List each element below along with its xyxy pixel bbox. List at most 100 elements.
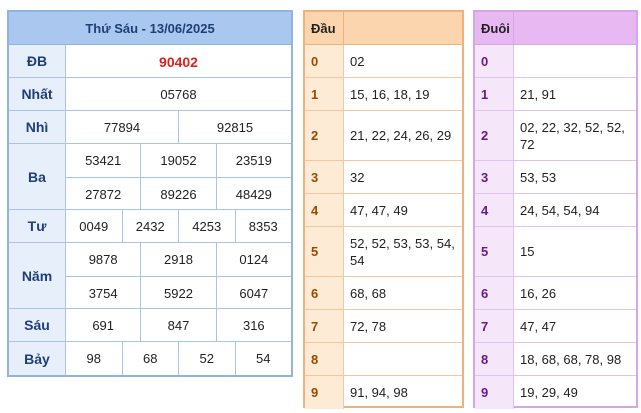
prize-number: 23519 bbox=[215, 144, 291, 177]
head-loto-row: 3 32 bbox=[305, 161, 462, 194]
head-loto-row: 1 15, 16, 18, 19 bbox=[305, 78, 462, 111]
tail-loto-digit: 8 bbox=[475, 343, 514, 375]
results-table: Thứ Sáu - 13/06/2025 ĐB 90402 Nhất 05768 Nhì… bbox=[7, 10, 293, 377]
head-loto-row: 9 91, 94, 98 bbox=[305, 376, 462, 409]
prize-number: 19052 bbox=[140, 144, 215, 177]
prize-row: ĐB 90402 bbox=[9, 45, 291, 78]
prize-numbers: 77894 92815 bbox=[66, 111, 291, 144]
tail-loto-header-blank bbox=[514, 12, 636, 44]
prize-number: 89226 bbox=[140, 178, 215, 210]
prize-row: Sáu 691 847 316 bbox=[9, 309, 291, 342]
head-loto-digit: 2 bbox=[305, 111, 344, 160]
head-loto-row: 4 47, 47, 49 bbox=[305, 194, 462, 227]
prize-number: 5922 bbox=[140, 277, 215, 309]
prize-number: 8353 bbox=[234, 210, 292, 243]
prize-row: Nhất 05768 bbox=[9, 78, 291, 111]
tail-loto-numbers: 24, 54, 54, 94 bbox=[520, 202, 600, 218]
prize-number-line: 27872 89226 48429 bbox=[66, 177, 291, 210]
prize-number: 847 bbox=[140, 309, 215, 342]
prize-number: 48429 bbox=[215, 178, 291, 210]
tail-loto-digit: 1 bbox=[475, 78, 514, 110]
tail-loto-row: 4 24, 54, 54, 94 bbox=[475, 194, 636, 227]
head-loto-digit: 0 bbox=[305, 45, 344, 77]
prize-number: 53421 bbox=[85, 153, 122, 168]
prize-number-line: 0049 2432 4253 8353 bbox=[66, 210, 291, 243]
special-prize-number: 90402 bbox=[159, 53, 198, 70]
prize-number: 4253 bbox=[178, 210, 235, 243]
prize-number: 2432 bbox=[121, 210, 179, 243]
prize-label: Tư bbox=[9, 210, 66, 242]
prize-row: Bảy 98 68 52 54 bbox=[9, 342, 291, 375]
head-loto-table: Đầu 0 02 1 15, 16, 18, 19 2 21, 22, 24, 26, 2… bbox=[303, 10, 464, 409]
tail-loto-digit: 6 bbox=[475, 277, 514, 309]
prize-numbers: 90402 bbox=[66, 45, 291, 77]
tail-loto-row: 9 19, 29, 49 bbox=[475, 376, 636, 409]
head-loto-row: 7 72, 78 bbox=[305, 310, 462, 343]
tail-loto-numbers: 53, 53 bbox=[520, 169, 557, 185]
head-loto-row: 2 21, 22, 24, 26, 29 bbox=[305, 111, 462, 161]
prize-numbers: 53421 19052 23519 27872 89226 48429 bbox=[66, 144, 291, 210]
tail-loto-row: 2 02, 22, 32, 52, 52, 72 bbox=[475, 111, 636, 161]
prize-number: 0124 bbox=[215, 243, 291, 276]
tail-loto-digit: 3 bbox=[475, 161, 514, 193]
tail-loto-row: 8 18, 68, 68, 78, 98 bbox=[475, 343, 636, 376]
head-loto-row: 5 52, 52, 53, 53, 54, 54 bbox=[305, 227, 462, 277]
prize-number: 3754 bbox=[88, 285, 118, 301]
head-loto-numbers: 02 bbox=[350, 53, 365, 69]
prize-number-line: 98 68 52 54 bbox=[66, 342, 291, 375]
prize-number: 27872 bbox=[85, 186, 122, 202]
prize-label: Sáu bbox=[9, 309, 66, 341]
head-loto-row: 6 68, 68 bbox=[305, 277, 462, 310]
tail-loto-row: 1 21, 91 bbox=[475, 78, 636, 111]
prize-row: Nhì 77894 92815 bbox=[9, 111, 291, 144]
tail-loto-row: 5 15 bbox=[475, 227, 636, 277]
head-loto-numbers: 32 bbox=[350, 169, 365, 185]
prize-label: Nhì bbox=[9, 111, 66, 143]
head-loto-digit: 7 bbox=[305, 310, 344, 342]
head-loto-header-label: Đầu bbox=[305, 12, 344, 44]
tail-loto-digit: 0 bbox=[475, 45, 514, 77]
prize-number-line: 3754 5922 6047 bbox=[66, 276, 291, 309]
tail-loto-digit: 7 bbox=[475, 310, 514, 342]
prize-label: Ba bbox=[9, 144, 66, 209]
prize-number: 6047 bbox=[215, 277, 291, 309]
prize-row: Năm 9878 2918 0124 3754 5922 6047 bbox=[9, 243, 291, 309]
tail-loto-numbers: 47, 47 bbox=[520, 318, 557, 334]
tail-loto-row: 3 53, 53 bbox=[475, 161, 636, 194]
head-loto-numbers bbox=[344, 343, 462, 375]
head-loto-numbers: 91, 94, 98 bbox=[350, 385, 408, 400]
tail-loto-row: 6 16, 26 bbox=[475, 277, 636, 310]
tail-loto-table: Đuôi 0 1 21, 91 2 02, 22, 32, 52, 52, 72 3 53,… bbox=[473, 10, 638, 409]
prize-numbers: 05768 bbox=[66, 78, 291, 110]
tail-loto-numbers: 02, 22, 32, 52, 52, 72 bbox=[520, 119, 625, 152]
head-loto-digit: 9 bbox=[305, 376, 344, 409]
tail-loto-digit: 4 bbox=[475, 194, 514, 226]
prize-number-line: 53421 19052 23519 bbox=[66, 144, 291, 177]
prize-number-line: 05768 bbox=[66, 78, 291, 111]
head-loto-digit: 6 bbox=[305, 277, 344, 309]
prize-number: 0049 bbox=[79, 219, 109, 234]
head-loto-digit: 8 bbox=[305, 343, 344, 375]
head-loto-numbers: 21, 22, 24, 26, 29 bbox=[350, 128, 452, 143]
tail-loto-numbers: 21, 91 bbox=[520, 86, 557, 102]
head-loto-row: 8 bbox=[305, 343, 462, 376]
prize-number-line: 691 847 316 bbox=[66, 309, 291, 342]
prize-number-line: 9878 2918 0124 bbox=[66, 243, 291, 276]
prize-number: 2918 bbox=[140, 243, 215, 276]
head-loto-numbers: 52, 52, 53, 53, 54, 54 bbox=[350, 235, 455, 268]
head-loto-row: 0 02 bbox=[305, 45, 462, 78]
prize-number-line: 90402 bbox=[66, 45, 291, 78]
prize-number: 92815 bbox=[178, 111, 291, 144]
head-loto-digit: 5 bbox=[305, 227, 344, 276]
prize-number: 9878 bbox=[88, 252, 118, 267]
tail-loto-digit: 9 bbox=[475, 376, 514, 409]
prize-number: 77894 bbox=[103, 120, 141, 135]
prize-row: Tư 0049 2432 4253 8353 bbox=[9, 210, 291, 243]
tail-loto-header: Đuôi bbox=[475, 12, 636, 45]
head-loto-numbers: 47, 47, 49 bbox=[350, 202, 408, 218]
prize-number: 98 bbox=[86, 351, 101, 366]
prize-label: ĐB bbox=[9, 45, 66, 77]
prize-number: 316 bbox=[215, 309, 291, 342]
tail-loto-numbers: 18, 68, 68, 78, 98 bbox=[520, 351, 622, 367]
head-loto-numbers: 68, 68 bbox=[350, 285, 387, 301]
